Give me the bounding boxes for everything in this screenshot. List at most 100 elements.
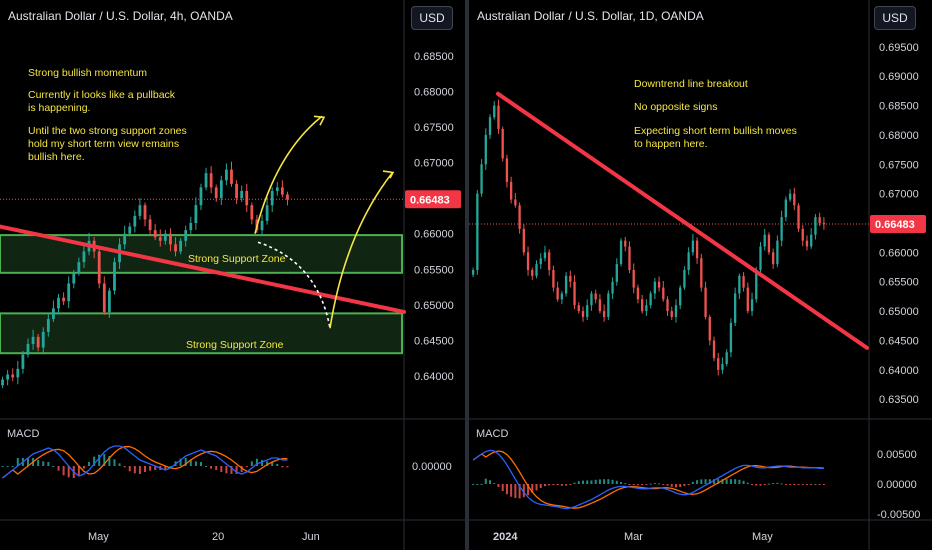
macd-histogram-bar: [266, 461, 269, 466]
candle-body: [683, 269, 686, 288]
candle-body: [636, 287, 640, 300]
macd-histogram-bar: [489, 480, 492, 484]
macd-signal-line: [2, 446, 288, 479]
chart-4h-canvas[interactable]: 0.685000.680000.675000.670000.665000.660…: [0, 0, 465, 550]
macd-histogram-bar: [128, 466, 131, 472]
macd-histogram-bar: [704, 479, 707, 484]
y-tick-label: 0.64500: [414, 335, 454, 347]
candle-body: [113, 262, 116, 291]
macd-histogram-bar: [822, 484, 825, 485]
macd-histogram-bar: [581, 480, 584, 484]
annotation-line: No opposite signs: [634, 101, 718, 113]
macd-histogram-bar: [772, 483, 775, 484]
candle-body: [21, 354, 25, 369]
candle-body: [666, 299, 669, 312]
candle-body: [11, 374, 15, 378]
candle-body: [522, 228, 525, 253]
chart-pane-1d[interactable]: 0.69500 0.69000 0.68500 0.68000 0.67500 0.670…: [469, 0, 932, 550]
candle-body: [767, 234, 771, 253]
candle-body: [704, 287, 707, 317]
candle-body: [569, 275, 572, 282]
projection-arrow: [329, 172, 393, 329]
candle-body: [628, 246, 631, 270]
candle-body: [653, 281, 657, 294]
y-tick-label: 0.67000: [879, 189, 919, 201]
candle-body: [488, 117, 492, 135]
annotation-line: Downtrend line breakout: [634, 78, 748, 90]
macd-histogram-bar: [691, 482, 694, 484]
macd-histogram-bar: [42, 461, 45, 466]
support-zone: [0, 312, 403, 355]
candle-body: [286, 194, 289, 200]
candle-body: [52, 308, 55, 320]
candle-body: [539, 258, 542, 265]
candle-body: [573, 281, 576, 306]
candle-body: [97, 251, 101, 284]
x-tick-label: 20: [212, 531, 224, 543]
candle-body: [577, 305, 580, 312]
macd-histogram-bar: [133, 466, 136, 474]
chart-1d-canvas[interactable]: 0.69500 0.69000 0.68500 0.68000 0.67500 0.670…: [469, 0, 932, 550]
macd-histogram-bar: [611, 479, 614, 484]
candle-body: [793, 193, 796, 206]
candle-body: [810, 234, 813, 247]
macd-histogram-bar: [632, 484, 635, 485]
candle-body: [742, 275, 745, 288]
last-price-label: 0.66483: [410, 194, 450, 206]
candle-body: [209, 173, 213, 188]
candle-body: [471, 269, 475, 275]
currency-button[interactable]: USD: [874, 6, 916, 30]
macd-histogram-bar: [67, 466, 70, 478]
arrow-head: [313, 115, 326, 126]
currency-button[interactable]: USD: [411, 6, 453, 30]
candle-body: [270, 190, 274, 206]
candle-body: [219, 180, 223, 199]
macd-histogram-bar: [729, 479, 732, 484]
candle-body: [235, 183, 238, 199]
candle-body: [548, 252, 551, 270]
candle-body: [649, 293, 652, 306]
macd-histogram-bar: [149, 466, 152, 471]
candle-body: [624, 240, 627, 247]
candle-body: [133, 215, 137, 227]
candle-body: [640, 299, 644, 312]
candle-body: [632, 269, 635, 288]
candle-body: [581, 311, 585, 317]
y-tick-label: 0.64000: [414, 371, 454, 383]
projection-arrow: [254, 115, 323, 234]
candle-body: [189, 223, 193, 231]
candle-body: [822, 223, 826, 225]
candle-body: [128, 226, 132, 234]
macd-histogram-bar: [789, 484, 792, 485]
y-tick-label: 0.68000: [414, 86, 454, 98]
macd-histogram-bar: [590, 480, 593, 484]
macd-histogram-bar: [210, 466, 213, 469]
macd-histogram-bar: [184, 458, 187, 466]
candle-body: [275, 187, 279, 191]
candle-body: [505, 158, 509, 182]
macd-histogram-bar: [628, 484, 631, 485]
macd-histogram-bar: [276, 464, 279, 466]
macd-histogram-bar: [82, 466, 85, 469]
macd-line: [472, 449, 824, 510]
macd-histogram-bar: [776, 482, 779, 484]
macd-histogram-bar: [189, 460, 192, 466]
candle-body: [214, 187, 218, 199]
pane-divider[interactable]: [465, 0, 469, 550]
macd-histogram-bar: [674, 484, 677, 488]
macd-histogram-bar: [653, 483, 656, 484]
candle-body: [738, 275, 741, 294]
macd-histogram-bar: [194, 461, 197, 466]
y-tick-label: 0.65500: [414, 264, 454, 276]
macd-histogram-bar: [784, 484, 787, 485]
macd-histogram-bar: [26, 458, 29, 466]
zone-label: Strong Support Zone: [188, 253, 286, 265]
pullback-path: [257, 241, 331, 329]
candle-body: [712, 340, 716, 359]
macd-histogram-bar: [721, 479, 724, 484]
macd-histogram-bar: [767, 483, 770, 485]
candle-body: [746, 287, 749, 312]
candle-body: [199, 187, 203, 206]
chart-pane-4h[interactable]: 0.685000.680000.675000.670000.665000.660…: [0, 0, 465, 550]
annotation-line: Until the two strong support zones: [28, 125, 187, 137]
